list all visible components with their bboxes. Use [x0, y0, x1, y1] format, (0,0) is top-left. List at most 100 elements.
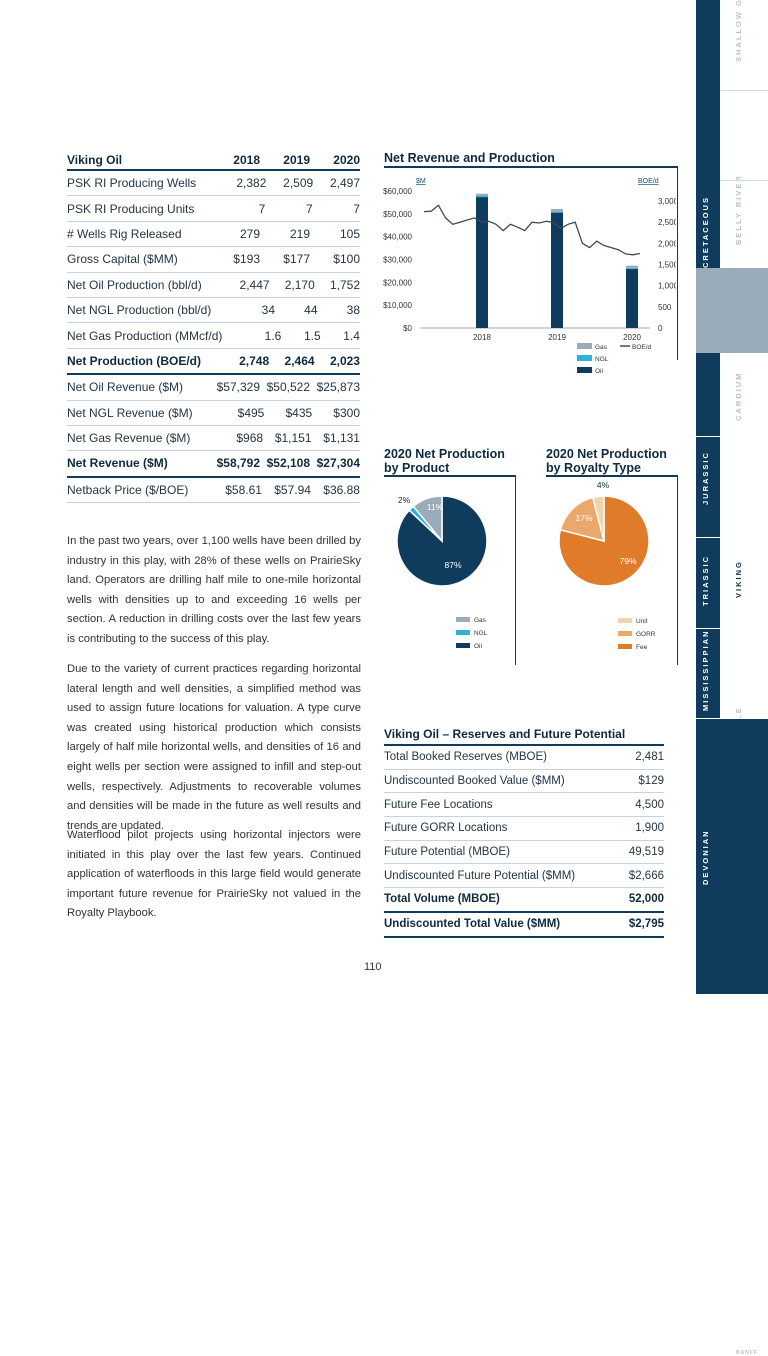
row-label: PSK RI Producing Units — [67, 201, 195, 216]
bar-oil-2020 — [626, 268, 638, 328]
reserves-row: Undiscounted Booked Value ($MM) $129 — [384, 770, 664, 794]
group-bar-cretaceous — [696, 0, 720, 436]
legend-swatch-gas — [577, 343, 592, 349]
tab-banff-label: BANFF — [736, 1350, 758, 1356]
pie-label-gas: 11% — [427, 502, 444, 512]
right-axis-unit: BOE/d — [638, 178, 659, 185]
table-row: Net Oil Production (bbl/d) 2,447 2,170 1,75… — [67, 273, 360, 298]
pie-royalty-rule — [546, 475, 678, 477]
row-value-2020: 2,023 — [329, 353, 360, 368]
tab-belly-river[interactable]: BELLY RIVER — [696, 91, 768, 245]
legend-swatch-gorr — [618, 631, 632, 636]
tab-banff[interactable]: BANFF — [696, 628, 768, 1356]
pie-slice-gorr — [559, 496, 606, 543]
row-value-2018: 279 — [239, 226, 260, 241]
pie-chart-by-product: 87% 2% 11% Gas NGL Oil — [396, 495, 488, 650]
group-bar-mississippian[interactable]: MISSISSIPPIAN — [696, 628, 720, 718]
formation-side-nav: SHALLOW GAS BELLY RIVER CARDIUM VIKING M… — [696, 0, 768, 1356]
row-value-2018: 7 — [258, 201, 266, 216]
tab-shallow-gas[interactable]: SHALLOW GAS — [696, 0, 768, 90]
left-tick-label: $40,000 — [383, 233, 412, 242]
row-value-2019: 219 — [289, 226, 310, 241]
pie-royalty-frame — [677, 475, 678, 665]
row-value-2019: 2,464 — [284, 353, 315, 368]
tab-viking[interactable]: VIKING — [696, 268, 768, 598]
reserves-row-value: $2,795 — [628, 918, 664, 931]
row-label: Net Production (BOE/d) — [67, 353, 201, 368]
legend-label-oil: Oil — [595, 368, 604, 375]
pie-product-title-line1: 2020 Net Production — [384, 447, 505, 461]
legend-label-boe-d: BOE/d — [632, 344, 652, 351]
row-value-2018: 34 — [261, 303, 276, 318]
right-tick-label: 1,000 — [658, 282, 676, 291]
group-bar-triassic[interactable]: TRIASSIC — [696, 537, 720, 628]
reserves-row-label: Future Potential (MBOE) — [384, 846, 510, 859]
group-label-cretaceous[interactable]: CRETACEOUS — [701, 196, 710, 268]
pie-label-gorr: 17% — [575, 513, 592, 523]
pie-product-frame — [515, 475, 516, 665]
table-row: Netback Price ($/BOE) $58.61 $57.94 $36.88 — [67, 478, 360, 504]
table-row: Net Gas Production (MMcf/d) 1.6 1.5 1.4 — [67, 323, 360, 349]
table-row: Net NGL Production (bbl/d) 34 44 38 — [67, 298, 360, 324]
tab-divider — [720, 90, 768, 91]
row-label: Net Gas Revenue ($M) — [67, 431, 191, 446]
group-bar-jurassic[interactable]: JURASSIC — [696, 436, 720, 537]
row-value-2020: 38 — [346, 303, 360, 318]
row-value-2019: 1.5 — [303, 328, 321, 343]
group-bar-devonian[interactable]: DEVONIAN — [696, 718, 768, 994]
row-value-2020: 1.4 — [343, 328, 360, 343]
reserves-row-label: Undiscounted Total Value ($MM) — [384, 918, 561, 931]
left-tick-label: $10,000 — [383, 301, 412, 310]
paragraph-1: In the past two years, over 1,100 wells … — [67, 535, 361, 645]
reserves-row: Future Fee Locations 4,500 — [384, 793, 664, 818]
table-row: Net Oil Revenue ($M) $57,329 $50,522 $25,87… — [67, 375, 360, 401]
row-value-2019: $1,151 — [274, 431, 312, 446]
row-value-2020: 2,497 — [329, 176, 361, 191]
year-2018: 2018 — [233, 153, 260, 167]
legend-swatch-oil — [456, 643, 470, 648]
legend-label-oil: Oil — [474, 643, 483, 650]
table-row: PSK RI Producing Wells 2,382 2,509 2,497 — [67, 171, 361, 197]
row-value-2018: $495 — [237, 405, 265, 420]
pie-label-unit: 4% — [597, 480, 610, 490]
tab-shallow-gas-label: SHALLOW GAS — [734, 0, 743, 62]
bar-gas-2018 — [476, 193, 488, 196]
row-value-2018: 2,447 — [239, 277, 270, 292]
legend-label-gas: Gas — [595, 344, 608, 351]
row-label: Net Oil Production (bbl/d) — [67, 277, 202, 292]
legend-label-gorr: GORR — [636, 631, 656, 638]
group-label-triassic: TRIASSIC — [701, 554, 710, 606]
reserves-row-label: Undiscounted Booked Value ($MM) — [384, 775, 565, 788]
row-value-2018: 1.6 — [264, 328, 282, 343]
tab-mannville[interactable]: MANNVILLE — [696, 353, 768, 768]
reserves-row-label: Undiscounted Future Potential ($MM) — [384, 869, 576, 882]
pie-slice-gas — [412, 495, 443, 544]
row-label: PSK RI Producing Wells — [67, 176, 197, 191]
row-value-2020: $1,131 — [323, 431, 360, 446]
row-label: # Wells Rig Released — [67, 226, 182, 241]
bar-oil-2019 — [551, 212, 563, 328]
pie-slice-unit — [591, 495, 605, 542]
table-row: # Wells Rig Released 279 219 105 — [67, 222, 360, 248]
left-tick-label: $20,000 — [383, 278, 412, 287]
reserves-row-value: 2,481 — [635, 751, 664, 764]
pie-royalty-title: 2020 Net Production by Royalty Type — [546, 447, 667, 475]
row-label: Net Gas Production (MMcf/d) — [67, 328, 223, 343]
line-boe-per-day — [423, 204, 641, 256]
row-value-2019: 2,509 — [283, 176, 314, 191]
paragraph-2: Due to the variety of current practices … — [67, 663, 361, 832]
pie-royalty-title-line2: by Royalty Type — [546, 461, 641, 475]
left-axis-unit: $M — [416, 178, 426, 185]
legend-label-gas: Gas — [474, 617, 487, 624]
pie-product-title: 2020 Net Production by Product — [384, 447, 505, 475]
page-number: 110 — [364, 961, 382, 973]
right-tick-label: 500 — [658, 303, 672, 312]
pie-label-oil: 87% — [444, 560, 461, 570]
revenue-production-chart: $60,000 $50,000 $40,000 $30,000 $20,000 $10,0… — [383, 178, 676, 375]
row-value-2018: $58.61 — [225, 482, 262, 497]
right-tick-label: 3,000 — [658, 197, 676, 206]
reserves-row: Undiscounted Total Value ($MM) $2,795 — [384, 913, 664, 938]
reserves-row-value: $129 — [638, 775, 664, 788]
row-value-2019: 2,170 — [284, 277, 315, 292]
row-value-2018: $968 — [236, 431, 264, 446]
